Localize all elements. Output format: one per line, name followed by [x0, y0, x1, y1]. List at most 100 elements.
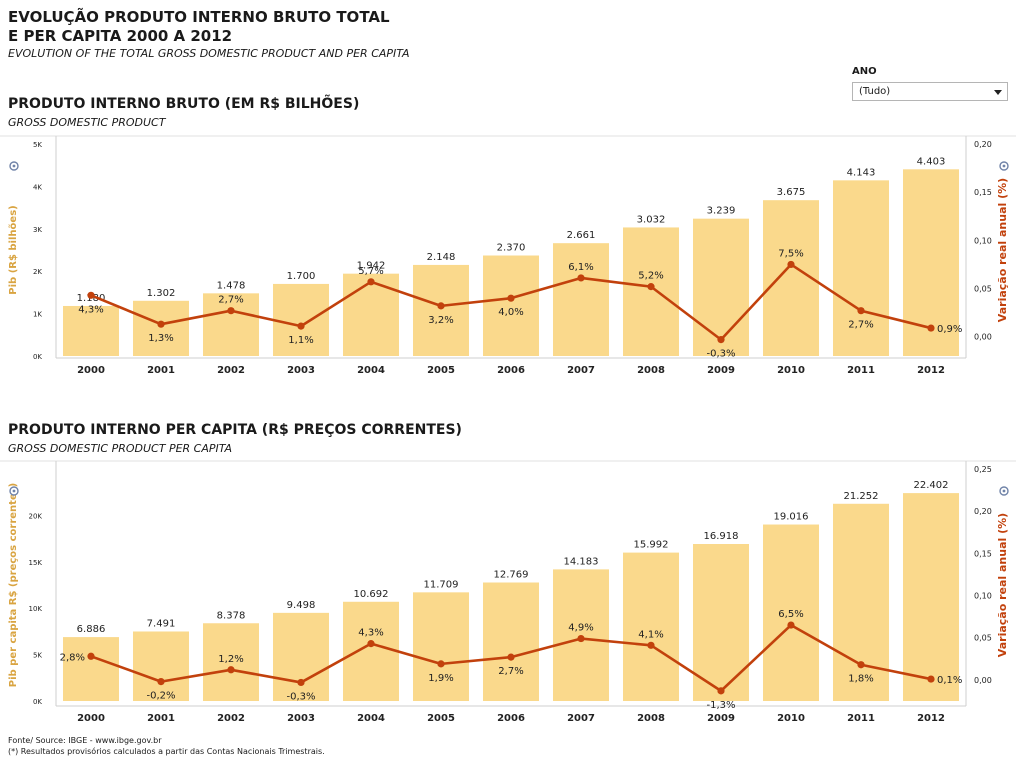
- percap-ylabel-right: Variação real anual (%): [996, 513, 1009, 657]
- percap-bar-label: 9.498: [287, 600, 316, 611]
- axis-options-icon[interactable]: [999, 486, 1009, 496]
- footer-note: (*) Resultados provisórios calculados a …: [8, 747, 325, 756]
- percap-line-label: 2,8%: [60, 652, 85, 663]
- gdp-line-label: 5,7%: [358, 266, 383, 277]
- axis-options-icon[interactable]: [9, 486, 19, 496]
- gdp-xtick: 2006: [497, 365, 525, 376]
- gdp-bar: [693, 218, 749, 356]
- gdp-bar: [833, 180, 889, 356]
- gdp-line-point: [577, 274, 585, 282]
- percap-bar: [483, 582, 539, 701]
- percap-line-label: 4,9%: [568, 623, 593, 634]
- year-filter-label: ANO: [852, 66, 877, 77]
- percap-bar-label: 11.709: [424, 579, 459, 590]
- percap-line-point: [437, 660, 445, 668]
- chart2-title: PRODUTO INTERNO PER CAPITA (R$ PREÇOS CO…: [8, 422, 462, 438]
- gdp-chart: 0K 1K 2K 3K 4K 5K 0,00 0,05 0,10 0,15 0,20 Pib (R$ …: [0, 135, 1016, 376]
- gdp-xtick: 2003: [287, 365, 315, 376]
- percap-bar-label: 6.886: [77, 624, 106, 635]
- percap-line-label: -1,3%: [706, 700, 735, 711]
- gdp-line-point: [717, 336, 725, 344]
- gdp-bar-label: 1.942: [357, 261, 386, 272]
- gdp-ylabel-left: Pib (R$ bilhões): [8, 205, 19, 294]
- gdp-ytick-left: 5K: [33, 141, 42, 149]
- percap-bar-label: 19.016: [774, 512, 809, 523]
- percap-ytick-left: 0K: [33, 698, 42, 706]
- percap-xtick: 2003: [287, 713, 315, 724]
- gdp-ytick-right: 0,00: [974, 333, 992, 342]
- percap-xtick: 2010: [777, 713, 805, 724]
- axis-options-icon[interactable]: [999, 161, 1009, 171]
- gdp-xtick: 2011: [847, 365, 875, 376]
- gdp-xtick: 2007: [567, 365, 595, 376]
- percap-bar-label: 22.402: [914, 480, 949, 491]
- percap-line-label: 1,9%: [428, 673, 453, 684]
- gdp-bar-label: 3.032: [637, 214, 666, 225]
- percap-line-point: [717, 687, 725, 695]
- gdp-ytick-right: 0,15: [974, 188, 992, 197]
- percap-bar: [833, 503, 889, 701]
- percap-bar: [273, 612, 329, 701]
- percap-bar: [623, 552, 679, 701]
- gdp-xtick: 2000: [77, 365, 105, 376]
- percap-bar: [763, 524, 819, 701]
- gdp-bar: [553, 243, 609, 356]
- percap-xtick: 2002: [217, 713, 245, 724]
- axis-options-icon[interactable]: [9, 161, 19, 171]
- gdp-bar: [623, 227, 679, 356]
- gdp-line-point: [227, 307, 235, 315]
- percap-bar-label: 15.992: [634, 540, 669, 551]
- gdp-xtick: 2009: [707, 365, 735, 376]
- gdp-line-label: 6,1%: [568, 262, 593, 273]
- gdp-line-point: [87, 291, 95, 299]
- gdp-bar: [203, 293, 259, 356]
- percap-ylabel-left: Pib per capita R$ (preços correntes): [8, 483, 19, 687]
- gdp-line-label: 5,2%: [638, 271, 663, 282]
- percap-bar-label: 16.918: [704, 531, 739, 542]
- gdp-bar-label: 1.302: [147, 288, 176, 299]
- percap-line-label: 6,5%: [778, 609, 803, 620]
- gdp-bar: [343, 273, 399, 356]
- percap-xtick: 2005: [427, 713, 455, 724]
- percap-xtick: 2007: [567, 713, 595, 724]
- chevron-down-icon[interactable]: [994, 90, 1002, 95]
- percap-xtick: 2001: [147, 713, 175, 724]
- gdp-line-point: [507, 294, 515, 302]
- percap-xtick: 2008: [637, 713, 665, 724]
- percap-ytick-right: 0,10: [974, 592, 992, 601]
- gdp-ytick-right: 0,05: [974, 285, 992, 294]
- chart1-subtitle: GROSS DOMESTIC PRODUCT: [8, 116, 166, 129]
- gdp-line-point: [857, 307, 865, 315]
- percap-bar: [203, 623, 259, 701]
- gdp-line-label: 4,0%: [498, 307, 523, 318]
- gdp-xtick: 2012: [917, 365, 945, 376]
- percap-bar: [63, 637, 119, 701]
- percap-ytick-left: 15K: [29, 559, 43, 567]
- gdp-bar-label: 1.478: [217, 280, 246, 291]
- year-filter-dropdown[interactable]: (Tudo): [852, 82, 1008, 101]
- percap-ytick-right: 0,05: [974, 634, 992, 643]
- gdp-line-point: [927, 324, 935, 332]
- gdp-ytick-left: 3K: [33, 226, 42, 234]
- percap-bar-label: 21.252: [844, 491, 879, 502]
- percap-line-point: [927, 675, 935, 683]
- gdp-line-point: [157, 320, 165, 328]
- gdp-ytick-left: 2K: [33, 268, 42, 276]
- percap-ytick-right: 0,25: [974, 465, 992, 474]
- gdp-line-point: [787, 260, 795, 269]
- gdp-bar: [63, 305, 119, 356]
- gdp-bar-label: 3.239: [707, 206, 736, 217]
- chart2-subtitle: GROSS DOMESTIC PRODUCT PER CAPITA: [8, 442, 232, 455]
- gdp-line-label: 4,3%: [78, 304, 103, 315]
- gdp-bar-label: 3.675: [777, 187, 806, 198]
- percap-bar-label: 8.378: [217, 610, 246, 621]
- percap-xtick: 2000: [77, 713, 105, 724]
- percap-line-point: [367, 640, 375, 648]
- percap-line-point: [297, 678, 305, 687]
- percap-line-point: [647, 641, 655, 649]
- percap-line-label: 2,7%: [498, 666, 523, 677]
- gdp-bar-label: 1.700: [287, 271, 316, 282]
- gdp-line-point: [647, 283, 655, 291]
- year-filter-value: (Tudo): [859, 86, 891, 97]
- gdp-bar-label: 2.370: [497, 243, 526, 254]
